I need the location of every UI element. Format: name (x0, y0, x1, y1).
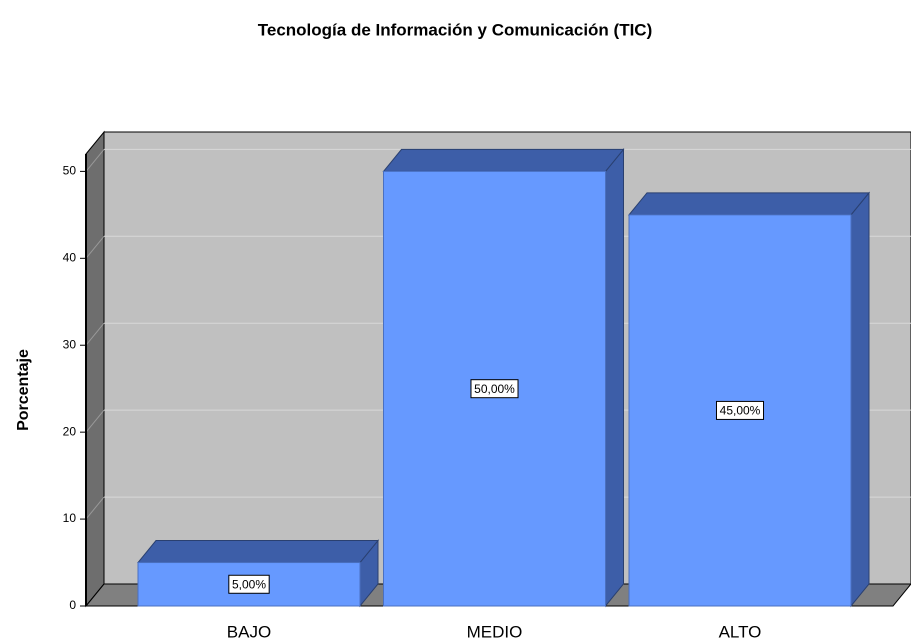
bar-side (850, 191, 870, 608)
x-tick-label: ALTO (719, 622, 762, 641)
value-label-box (228, 574, 270, 594)
value-label-box (470, 379, 519, 399)
y-tick-label: 20 (63, 424, 77, 438)
grid-line (85, 496, 105, 520)
bar-top (627, 192, 871, 216)
grid-line (85, 235, 105, 259)
bar-top (382, 148, 625, 172)
value-label-box (715, 400, 765, 420)
bar-side (605, 147, 624, 608)
y-tick-label: 10 (63, 511, 77, 525)
y-tick-label: 40 (63, 250, 77, 264)
y-axis-label: Porcentaje (15, 349, 32, 431)
chart-title: Tecnología de Información y Comunicación… (258, 20, 653, 39)
bar-top (136, 540, 380, 564)
x-tick-label: BAJO (227, 622, 271, 641)
x-tick-label: MEDIO (467, 622, 523, 641)
value-label: 5,00% (232, 577, 266, 591)
y-tick-label: 0 (69, 598, 76, 612)
grid-line (85, 322, 105, 346)
left-wall (85, 130, 105, 608)
value-label: 50,00% (474, 382, 515, 396)
grid-line (85, 149, 105, 172)
y-tick-label: 50 (63, 164, 77, 178)
grid-line (85, 409, 105, 433)
y-tick-label: 30 (63, 337, 77, 351)
value-label: 45,00% (720, 404, 761, 418)
